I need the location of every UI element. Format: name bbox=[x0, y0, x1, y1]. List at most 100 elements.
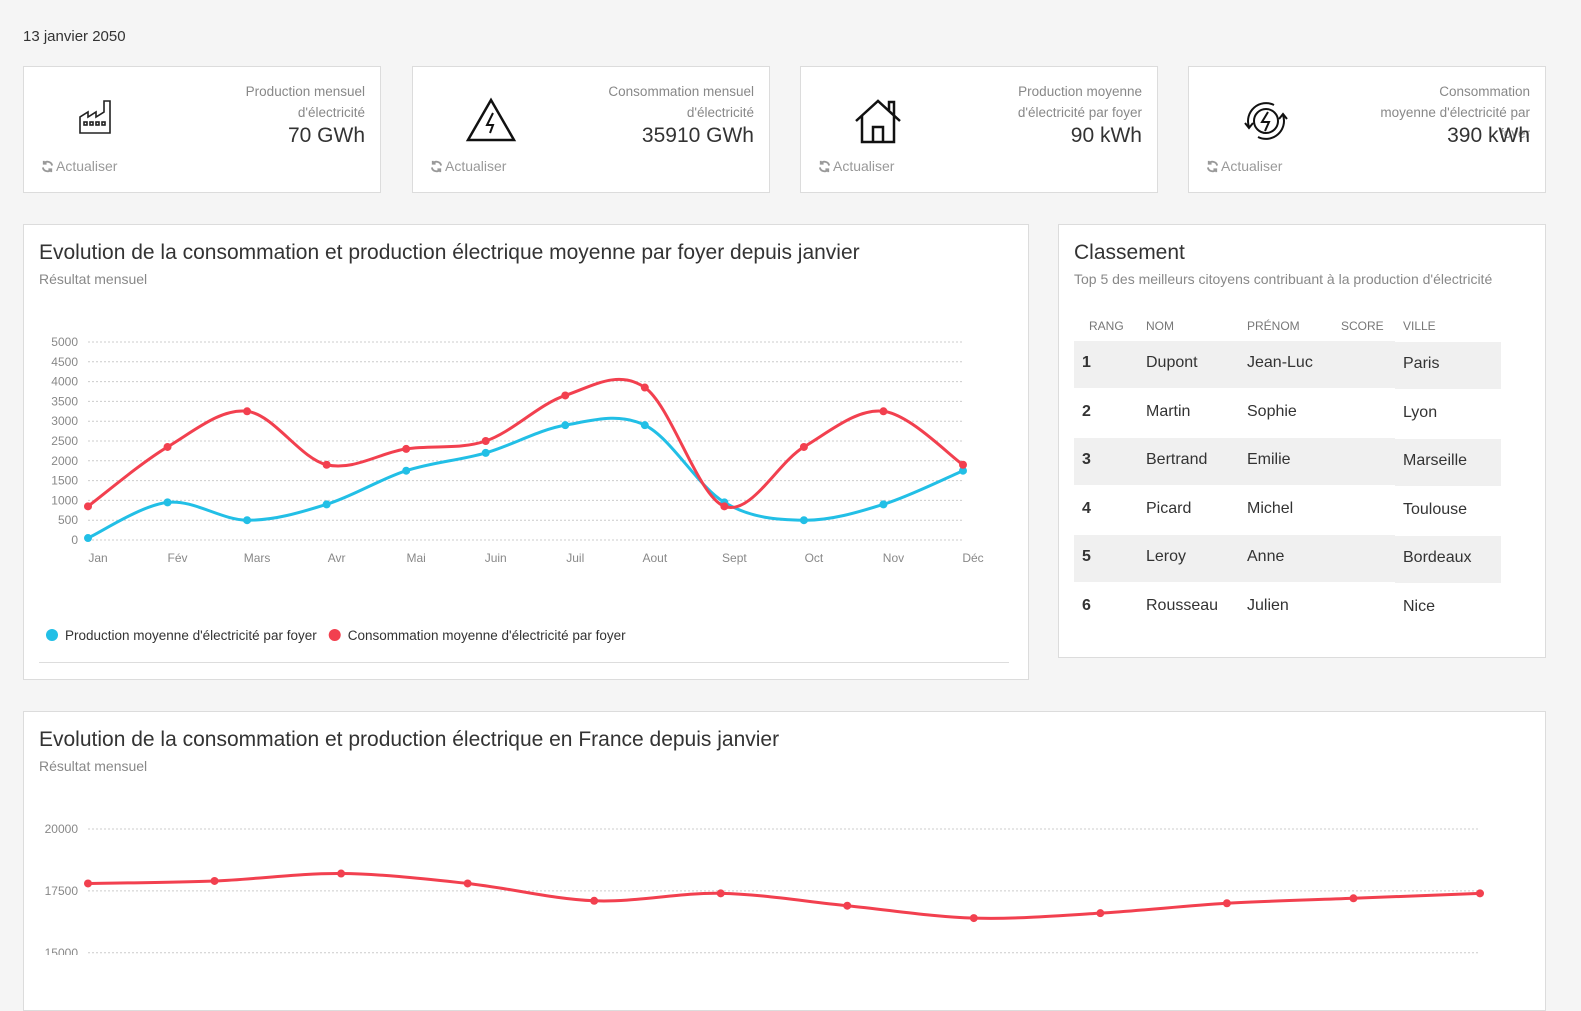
card-label: Consommation moyenne d'électricité par f… bbox=[1380, 84, 1530, 141]
point bbox=[322, 460, 331, 469]
card-value: 70 GWh bbox=[287, 124, 365, 147]
y-tick-label: 2000 bbox=[51, 454, 78, 468]
point bbox=[163, 498, 172, 507]
column-header: SCORE bbox=[1341, 319, 1384, 333]
table-cell: Martin bbox=[1146, 402, 1191, 420]
chart: 0 500 1000 1500 2000 2500 3000 3500 4000 4500 5000… bbox=[51, 335, 983, 565]
table-cell: Lyon bbox=[1403, 403, 1438, 421]
refresh-button[interactable]: Actualiser bbox=[1221, 158, 1283, 174]
point bbox=[716, 889, 725, 898]
refresh-icon bbox=[818, 160, 831, 178]
x-tick-label: Mars bbox=[244, 551, 271, 565]
refresh-icon bbox=[1206, 160, 1219, 178]
table-cell: Leroy bbox=[1146, 548, 1187, 566]
x-tick-label: Fév bbox=[168, 551, 188, 565]
y-tick-label: 20000 bbox=[45, 822, 79, 836]
point bbox=[402, 466, 411, 475]
point bbox=[843, 901, 852, 910]
card-label: Production moyenne d'électricité par foy… bbox=[1017, 84, 1142, 120]
point bbox=[481, 437, 490, 445]
line bbox=[87, 416, 964, 540]
legend-label: Consommation moyenne d'électricité par f… bbox=[348, 628, 626, 643]
stat-card: Production mensuel d'électricité 70 GWh Ac… bbox=[23, 66, 381, 193]
point bbox=[1349, 894, 1358, 903]
y-tick-label: 15000 bbox=[45, 946, 79, 955]
x-tick-label: Mai bbox=[407, 551, 426, 565]
page: 13 janvier 2050 Production mensuel d'éle… bbox=[23, 28, 1546, 1011]
y-tick-label: 500 bbox=[58, 513, 78, 527]
table-cell: 6 bbox=[1082, 597, 1091, 614]
x-tick-label: Avr bbox=[328, 551, 346, 565]
y-tick-label: 17500 bbox=[45, 884, 79, 898]
table-cell: 2 bbox=[1082, 402, 1091, 420]
table-cell: Bertrand bbox=[1146, 451, 1208, 469]
row-stripe bbox=[1395, 536, 1501, 584]
stat-card: Consommation mensuel d'électricité 35910 … bbox=[412, 66, 770, 193]
table-cell: Emilie bbox=[1247, 451, 1291, 469]
series-group bbox=[84, 869, 1484, 923]
y-tick-label: 4500 bbox=[51, 355, 78, 369]
stat-card: Production moyenne d'électricité par foy… bbox=[800, 66, 1158, 193]
point bbox=[402, 444, 411, 453]
y-tick-label: 3500 bbox=[51, 394, 78, 408]
point bbox=[322, 500, 331, 509]
divider bbox=[39, 662, 1009, 663]
point bbox=[1476, 889, 1484, 898]
row-stripe bbox=[1395, 342, 1501, 389]
chart-subtitle: Résultat mensuel bbox=[39, 758, 148, 774]
table-cell: 4 bbox=[1082, 499, 1091, 517]
y-tick-label: 2500 bbox=[51, 434, 78, 448]
chart-subtitle: Résultat mensuel bbox=[39, 271, 148, 287]
series-group bbox=[84, 377, 967, 543]
refresh-button[interactable]: Actualiser bbox=[56, 158, 118, 174]
point bbox=[561, 421, 570, 430]
point bbox=[163, 442, 172, 451]
card-label: Consommation mensuel d'électricité bbox=[608, 84, 754, 120]
y-tick-label: 0 bbox=[71, 533, 78, 547]
point bbox=[243, 516, 252, 525]
legend-marker bbox=[328, 629, 341, 641]
x-tick-label: Nov bbox=[883, 551, 904, 565]
card-label: Production mensuel d'électricité bbox=[245, 84, 365, 120]
line bbox=[87, 872, 1481, 920]
point bbox=[799, 442, 808, 451]
line bbox=[87, 377, 964, 510]
chart: 1000012500150001750020000 bbox=[45, 822, 1484, 955]
y-tick-label: 1500 bbox=[51, 474, 78, 488]
point bbox=[1222, 899, 1231, 908]
row-stripe bbox=[1395, 439, 1501, 487]
row-stripe bbox=[1074, 341, 1395, 388]
refresh-icon bbox=[41, 160, 54, 178]
x-tick-label: Jan bbox=[88, 551, 107, 565]
y-tick-label: 3000 bbox=[51, 414, 78, 428]
table-cell: Marseille bbox=[1403, 452, 1468, 470]
row-stripe bbox=[1074, 535, 1395, 583]
point bbox=[590, 896, 599, 905]
x-tick-label: Sept bbox=[722, 551, 747, 565]
point bbox=[463, 879, 472, 888]
point bbox=[720, 502, 729, 511]
table-cell: Anne bbox=[1247, 548, 1285, 566]
card-icon bbox=[465, 97, 517, 148]
refresh-button[interactable]: Actualiser bbox=[445, 158, 507, 174]
point bbox=[84, 879, 92, 888]
ranking-panel: Classement Top 5 des meilleurs citoyens … bbox=[1058, 224, 1546, 658]
point bbox=[799, 516, 808, 525]
table-cell: 1 bbox=[1082, 354, 1091, 371]
legend-marker bbox=[46, 629, 58, 641]
point bbox=[879, 407, 888, 416]
column-header: NOM bbox=[1146, 319, 1174, 333]
card-icon bbox=[1241, 97, 1291, 150]
card-value: 390 kWh bbox=[1447, 124, 1530, 147]
x-tick-label: Oct bbox=[805, 551, 824, 565]
point bbox=[640, 421, 649, 430]
card-icon bbox=[76, 97, 116, 142]
point bbox=[969, 914, 978, 923]
x-tick-label: Aout bbox=[642, 551, 667, 565]
card-icon bbox=[853, 97, 903, 150]
point bbox=[337, 869, 346, 878]
charts: 0 500 1000 1500 2000 2500 3000 3500 4000 4500 5000… bbox=[45, 335, 1484, 955]
ranking-subtitle: Top 5 des meilleurs citoyens contribuant… bbox=[1074, 271, 1493, 287]
ranking-title: Classement bbox=[1074, 241, 1185, 264]
refresh-button[interactable]: Actualiser bbox=[833, 158, 895, 174]
